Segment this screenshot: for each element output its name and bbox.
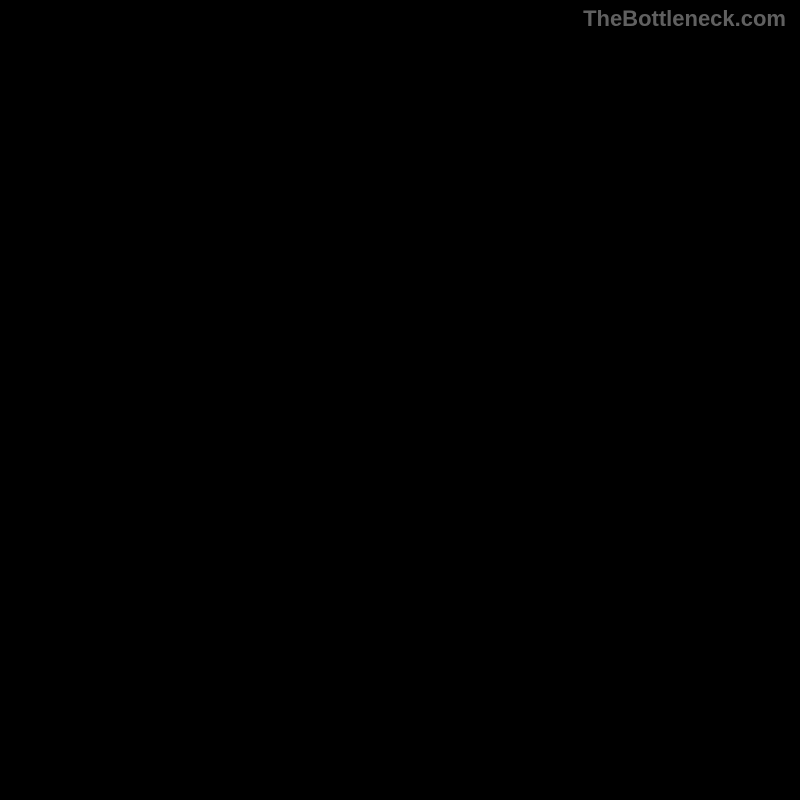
watermark-text: TheBottleneck.com	[583, 6, 786, 32]
outer-black-frame	[0, 0, 800, 800]
